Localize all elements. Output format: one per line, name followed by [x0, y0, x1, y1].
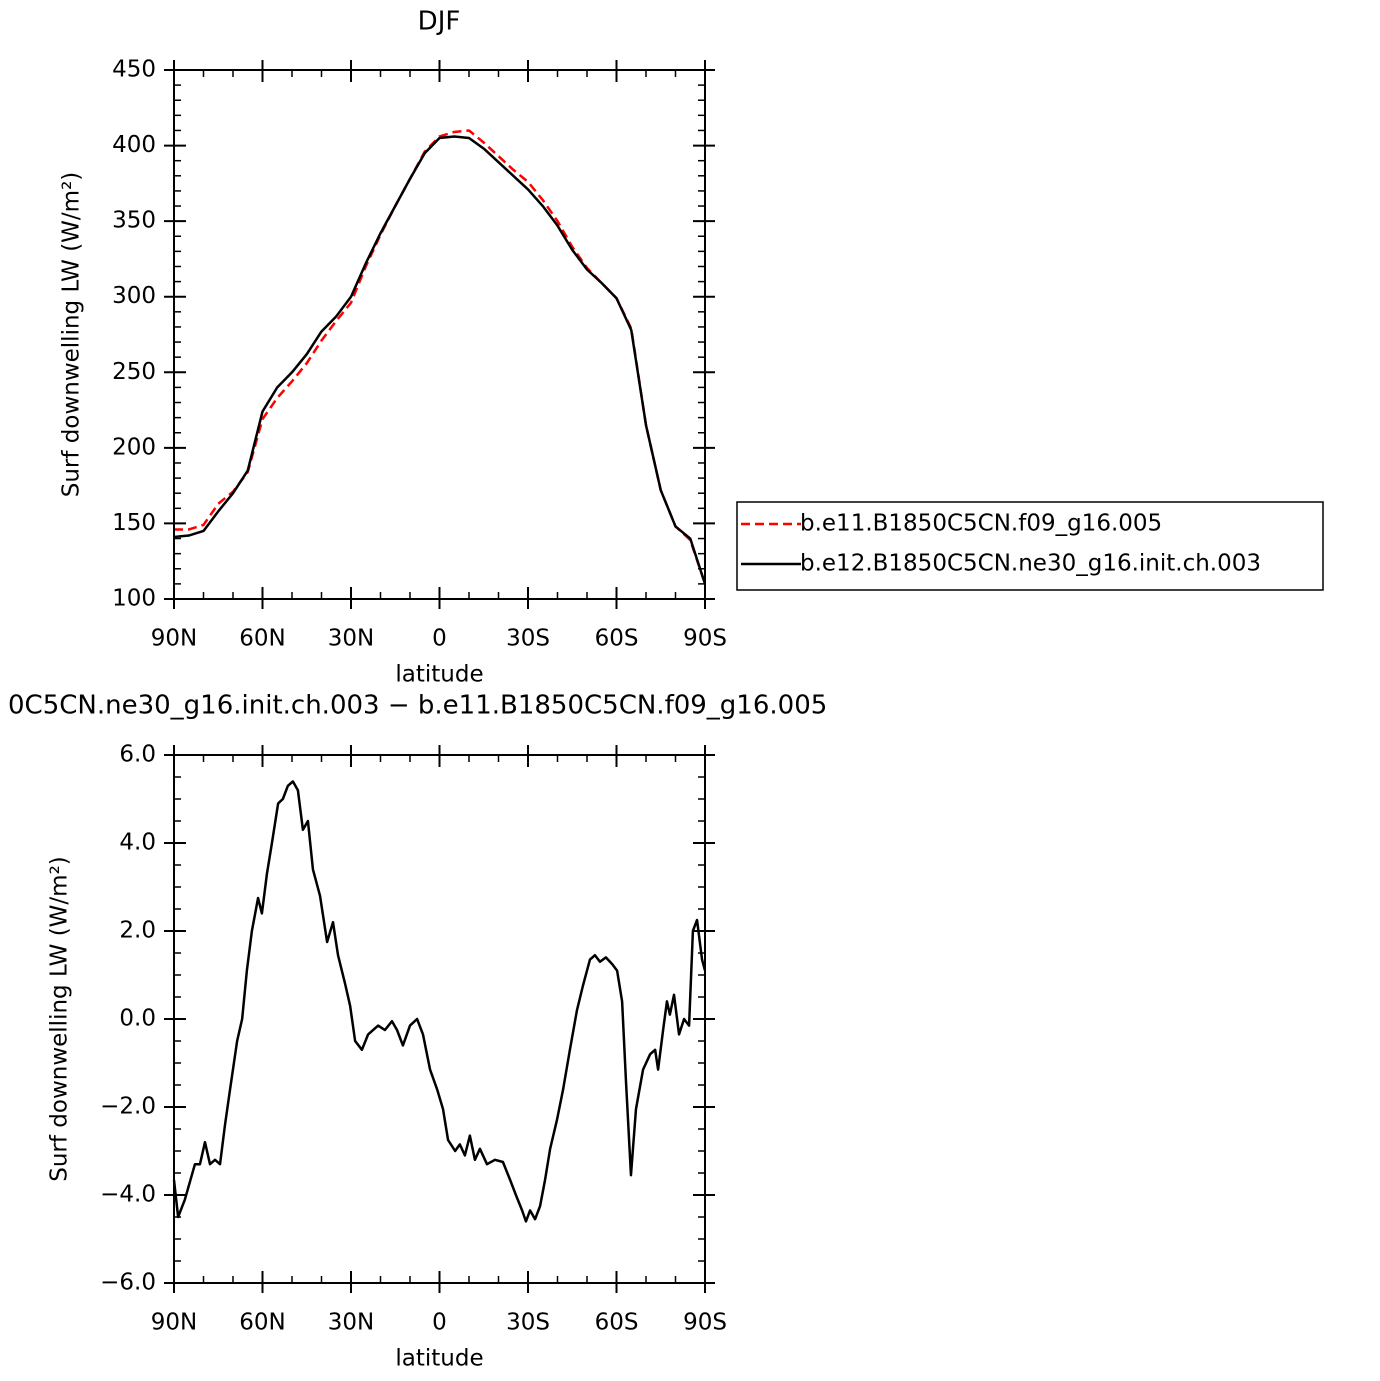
chart-title: DJF: [418, 7, 461, 37]
x-axis-label: latitude: [395, 662, 483, 688]
x-tick-label: 30S: [506, 1310, 550, 1336]
y-tick-label: 0.0: [119, 1006, 156, 1032]
x-tick-label: 90N: [151, 1310, 197, 1336]
plot-frame: [173, 754, 706, 1284]
legend-label: b.e12.B1850C5CN.ne30_g16.init.ch.003: [800, 551, 1261, 577]
y-tick-label: 450: [112, 57, 156, 83]
y-tick-label: −4.0: [100, 1182, 156, 1208]
data-line: [173, 135, 707, 585]
x-tick-label: 30S: [506, 626, 550, 652]
y-axis-label: Surf downwelling LW (W/m²): [47, 856, 73, 1182]
legend-label: b.e11.B1850C5CN.f09_g16.005: [800, 511, 1162, 537]
y-tick-label: 400: [112, 132, 156, 158]
x-tick-label: 60S: [595, 1310, 639, 1336]
x-tick-label: 90S: [683, 1310, 727, 1336]
chart-title: 0C5CN.ne30_g16.init.ch.003 − b.e11.B1850…: [8, 691, 827, 721]
y-tick-label: 150: [112, 510, 156, 536]
y-tick-label: −2.0: [100, 1094, 156, 1120]
y-tick-label: 250: [112, 359, 156, 385]
x-tick-label: 30N: [328, 626, 374, 652]
x-tick-label: 90S: [683, 626, 727, 652]
data-line: [174, 129, 707, 585]
y-tick-label: 2.0: [119, 918, 156, 944]
x-tick-label: 0: [432, 626, 447, 652]
y-tick-label: 300: [112, 283, 156, 309]
data-line: [172, 780, 707, 1223]
x-axis-label: latitude: [395, 1346, 483, 1372]
x-tick-label: 90N: [151, 626, 197, 652]
legend-box: [736, 501, 1324, 591]
y-tick-label: 4.0: [119, 830, 156, 856]
y-tick-label: 100: [112, 586, 156, 612]
y-tick-label: 200: [112, 434, 156, 460]
x-tick-label: 0: [432, 1310, 447, 1336]
x-tick-label: 30N: [328, 1310, 374, 1336]
y-axis-label: Surf downwelling LW (W/m²): [59, 172, 85, 498]
plot-frame: [173, 69, 706, 600]
y-tick-label: 350: [112, 208, 156, 234]
x-tick-label: 60N: [239, 626, 285, 652]
y-tick-label: 6.0: [119, 742, 156, 768]
x-tick-label: 60N: [239, 1310, 285, 1336]
x-tick-label: 60S: [595, 626, 639, 652]
y-tick-label: −6.0: [100, 1270, 156, 1296]
